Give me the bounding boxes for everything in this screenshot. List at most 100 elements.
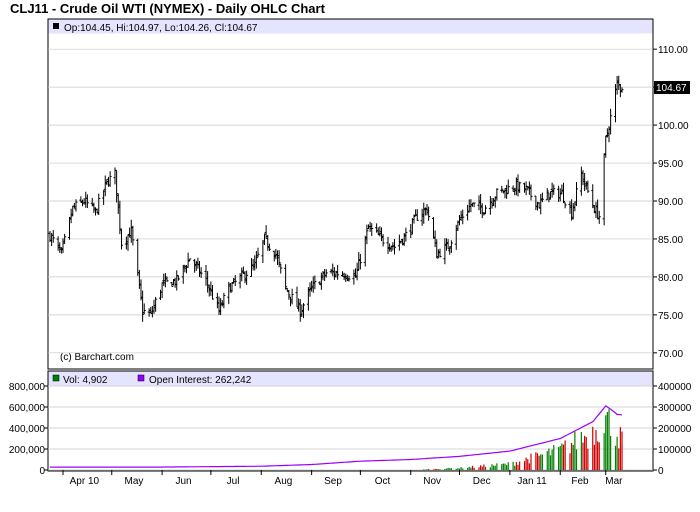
copyright-text: (c) Barchart.com (60, 352, 134, 363)
ohlc-bar (438, 248, 442, 258)
ohlc-bar (563, 202, 567, 209)
oi-legend-swatch (137, 374, 145, 382)
date-tick-label: Nov (423, 476, 441, 487)
ohlc-bar (141, 290, 145, 322)
ohlc-bar (500, 185, 504, 193)
date-tick-label: Sep (324, 476, 342, 487)
ohlc-bar (245, 270, 249, 285)
price-tick-label: 85.00 (658, 235, 683, 246)
oi-tick-label: 200000 (658, 424, 692, 435)
ohlc-bar (176, 275, 180, 281)
date-tick-label: Jul (227, 476, 240, 487)
price-info-text: Op:104.45, Hi:104.97, Lo:104.26, Cl:104.… (64, 23, 258, 34)
date-tick-label: Mar (605, 476, 623, 487)
ohlc-bar (484, 205, 487, 215)
ohlc-bar (170, 281, 174, 287)
ohlc-bar (609, 108, 613, 135)
volume-axes: 0 200,000 400,000 600,000 800,000 0 100000 2000… (9, 382, 692, 477)
ohlc-bar (545, 188, 549, 201)
vol-tick-label: 200,000 (9, 445, 46, 456)
ohlc-bar (449, 240, 453, 254)
date-tick-label: Feb (571, 476, 589, 487)
ohlc-bar (313, 275, 317, 290)
ohlc-bar (108, 171, 112, 187)
volume-series (423, 409, 623, 470)
ohlc-bar (233, 275, 237, 286)
ohlc-bar (393, 238, 396, 255)
oi-tick-label: 100000 (658, 445, 692, 456)
last-price-label: 104.67 (656, 83, 687, 94)
vol-legend-label: Vol: 4,902 (63, 375, 108, 386)
ohlc-bar (586, 180, 590, 193)
date-tick-label: Oct (375, 476, 391, 487)
ohlc-bar (381, 234, 385, 247)
ohlc-bar (51, 230, 55, 243)
open-interest-line (50, 405, 623, 468)
oi-tick-label: 400000 (658, 382, 692, 393)
price-tick-label: 80.00 (658, 273, 683, 284)
price-tick-label: 110.00 (658, 45, 688, 56)
ohlc-bar (575, 181, 578, 206)
ohlc-bar (199, 267, 203, 278)
ohlc-bar (290, 288, 294, 305)
oi-legend-label: Open Interest: 262,242 (149, 375, 252, 386)
ohlc-bar (412, 214, 416, 224)
price-tick-label: 95.00 (658, 159, 683, 170)
date-tick-label: Dec (473, 476, 491, 487)
price-grid (48, 48, 653, 354)
ohlc-bar (256, 247, 260, 258)
ohlc-bar (358, 253, 362, 270)
volume-info-bar (48, 371, 653, 386)
date-axis: Apr 10 May Jun Jul Aug Sep Oct Nov Dec Jan 11 Feb M… (62, 470, 623, 487)
date-tick-label: May (124, 476, 143, 487)
chart-title: CLJ11 - Crude Oil WTI (NYMEX) - Daily OH… (10, 1, 325, 16)
ohlc-bar (120, 228, 123, 250)
ohlc-bar (230, 282, 234, 292)
ohlc-bar (277, 250, 281, 268)
vol-tick-label: 400,000 (9, 424, 46, 435)
price-tick-label: 90.00 (658, 197, 683, 208)
ohlc-bar (324, 269, 328, 278)
ohlc-bar (518, 181, 522, 193)
oi-tick-label: 0 (658, 466, 664, 477)
price-tick-label: 75.00 (658, 311, 683, 322)
vol-legend-swatch (52, 374, 60, 382)
ohlc-bar (267, 243, 271, 251)
price-tick-label: 100.00 (658, 121, 689, 132)
ohlc-bar (404, 227, 408, 242)
ohlc-bar (142, 303, 146, 315)
vol-tick-label: 600,000 (9, 403, 46, 414)
ohlc-bar (222, 292, 226, 309)
date-tick-label: Jan 11 (517, 476, 547, 487)
ohlc-bar (506, 179, 510, 194)
ohlc-bar (552, 184, 556, 196)
price-tick-label: 70.00 (658, 349, 683, 360)
ohlc-bar (495, 188, 499, 201)
ohlc-bar (461, 209, 465, 225)
last-price-tag (654, 81, 690, 94)
ohlc-bar (131, 225, 135, 246)
date-tick-label: Jun (175, 476, 191, 487)
ohlc-series (48, 75, 624, 322)
date-tick-label: Apr 10 (70, 476, 100, 487)
ohlc-bar (302, 303, 305, 319)
ohlc-bar (154, 296, 158, 312)
ohlc-bar (597, 210, 601, 224)
ohlc-bar (63, 233, 67, 244)
ohlc-bar (415, 209, 419, 221)
ohlc-bar (370, 223, 374, 237)
ohlc-bar (188, 258, 192, 262)
ohlc-bar (620, 87, 624, 93)
ohlc-bar (427, 206, 431, 221)
oi-tick-label: 300000 (658, 403, 692, 414)
vol-tick-label: 800,000 (9, 382, 46, 393)
ohlc-bar (284, 264, 288, 290)
ohlc-bar (228, 282, 232, 293)
ohlc-bar (347, 275, 351, 282)
info-bar-marker-icon (53, 23, 59, 29)
ohlc-bar (287, 290, 291, 300)
ohlc-bar (336, 265, 340, 280)
date-tick-label: Aug (275, 476, 293, 487)
ohlc-bar (97, 193, 101, 215)
